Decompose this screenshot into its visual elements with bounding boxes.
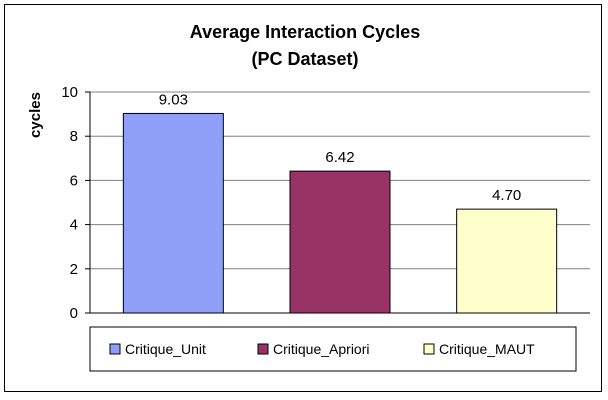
- bar-critique-apriori: [289, 170, 391, 314]
- chart-title-line-2: (PC Dataset): [251, 49, 358, 69]
- y-tick-label: 0: [70, 305, 78, 322]
- legend-swatch: [257, 343, 269, 355]
- y-tick-label: 2: [70, 261, 78, 278]
- legend-swatch: [423, 343, 435, 355]
- legend-label: Critique_Apriori: [273, 341, 369, 357]
- bars: [122, 112, 558, 314]
- y-axis: 0 2 4 6 8 10: [61, 84, 590, 322]
- y-axis-label: cycles: [27, 92, 44, 138]
- data-label: 6.42: [325, 149, 354, 166]
- data-label: 9.03: [159, 91, 188, 108]
- data-labels: 9.03 6.42 4.70: [159, 91, 522, 204]
- legend-box: [89, 326, 577, 372]
- legend-label: Critique_MAUT: [439, 341, 535, 357]
- y-tick-label: 10: [61, 84, 78, 101]
- y-tick-label: 4: [70, 217, 78, 234]
- data-label: 4.70: [492, 187, 521, 204]
- legend-swatch: [109, 343, 121, 355]
- legend: Critique_Unit Critique_Apriori Critique_MA…: [89, 326, 577, 372]
- y-tick-label: 6: [70, 172, 78, 189]
- y-tick-label: 8: [70, 128, 78, 145]
- bar-critique-maut: [456, 208, 558, 314]
- chart-title-line-1: Average Interaction Cycles: [190, 22, 420, 42]
- legend-label: Critique_Unit: [125, 341, 206, 357]
- bar-critique-unit: [122, 112, 224, 314]
